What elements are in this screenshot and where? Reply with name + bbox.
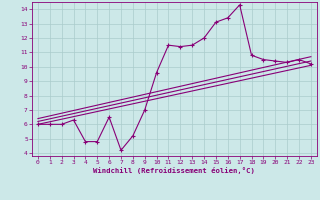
X-axis label: Windchill (Refroidissement éolien,°C): Windchill (Refroidissement éolien,°C) bbox=[93, 167, 255, 174]
